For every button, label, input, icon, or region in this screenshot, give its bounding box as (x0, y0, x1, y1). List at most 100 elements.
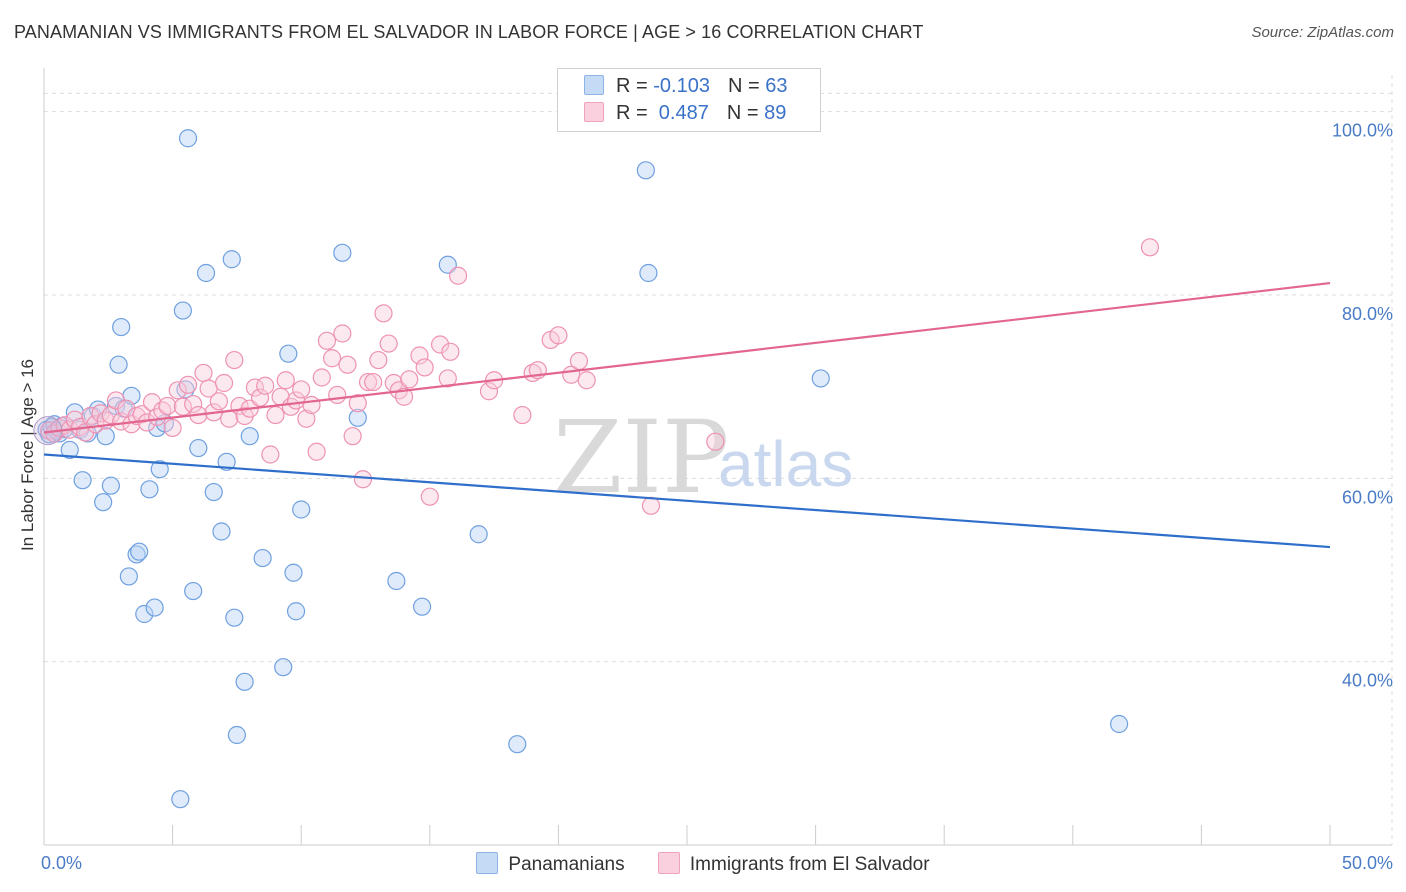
trend-line-el-salvador (43, 281, 1331, 434)
data-point (189, 438, 208, 458)
data-point (184, 394, 203, 414)
data-point (469, 525, 488, 544)
r-value: 0.487 (653, 102, 709, 124)
n-value: 63 (765, 75, 788, 97)
data-point (549, 326, 568, 345)
data-point (569, 351, 589, 371)
series-legend: Panamanians Immigrants from El Salvador (0, 852, 1406, 876)
data-point (374, 304, 393, 323)
axes (43, 68, 1392, 846)
trend-lines (43, 281, 1331, 549)
data-point (168, 381, 187, 400)
data-point (358, 372, 378, 392)
data-point (400, 370, 419, 389)
data-point (209, 392, 228, 411)
data-point (109, 355, 128, 374)
data-point (448, 266, 468, 285)
data-point (145, 598, 164, 617)
legend-swatch-el-salvador (657, 852, 680, 874)
n-label: N = (727, 75, 766, 97)
data-point (508, 735, 527, 754)
data-point (135, 604, 154, 624)
data-point (112, 317, 131, 337)
r-value: -0.103 (653, 75, 710, 97)
data-point (204, 482, 223, 502)
data-point (348, 394, 367, 413)
data-point (317, 331, 337, 350)
data-point (274, 658, 293, 677)
data-point (639, 263, 658, 283)
r-label: R = (616, 102, 654, 124)
data-point (60, 440, 79, 460)
stats-legend-row-el-salvador: R = 0.487 N = 89 (584, 102, 786, 125)
data-point (240, 427, 259, 446)
legend-swatch-panamanians (476, 852, 499, 874)
data-point (338, 355, 357, 374)
data-point (438, 369, 457, 388)
grid-lines (44, 75, 1393, 845)
data-point (343, 427, 362, 446)
data-point (178, 375, 198, 394)
data-point (214, 373, 234, 393)
data-point (225, 350, 244, 370)
data-point (513, 405, 532, 425)
data-point (420, 487, 439, 506)
y-tick-label: 80.0% (1342, 304, 1393, 324)
r-label: R = (616, 75, 654, 97)
data-point (410, 346, 429, 365)
data-point (235, 672, 254, 691)
tick-labels: 40.0% 60.0% 80.0% 100.0% 0.0% 50.0% (41, 121, 1393, 873)
source-credit: Source: ZipAtlas.com (1251, 24, 1394, 41)
data-point (333, 243, 352, 262)
data-point (96, 427, 115, 446)
data-point (284, 563, 303, 582)
data-point (158, 396, 177, 416)
data-point (430, 335, 450, 354)
data-point (706, 432, 725, 451)
data-point (292, 500, 311, 519)
data-point (1140, 238, 1160, 257)
data-point (279, 344, 298, 363)
data-point (292, 380, 311, 399)
data-point (577, 371, 596, 390)
legend-item-panamanians: Panamanians (476, 852, 625, 876)
data-point (184, 581, 203, 601)
data-point (119, 567, 138, 586)
data-point (173, 301, 192, 320)
data-point (286, 602, 306, 621)
n-label: N = (726, 102, 765, 124)
data-point (101, 476, 120, 495)
legend-swatch-panamanians (584, 75, 604, 95)
data-point (297, 409, 316, 428)
data-point (194, 363, 213, 383)
data-point (86, 415, 105, 434)
data-point (212, 522, 231, 541)
data-point (261, 445, 280, 464)
data-point (253, 548, 272, 568)
data-point (276, 371, 295, 390)
y-tick-label: 40.0% (1342, 671, 1393, 691)
data-point (302, 395, 321, 415)
data-point (394, 387, 414, 406)
data-point (150, 460, 169, 479)
data-point (217, 452, 236, 471)
data-point (225, 608, 244, 627)
data-point (94, 493, 113, 512)
data-point (379, 334, 398, 353)
data-point (328, 385, 347, 405)
data-point (353, 470, 373, 489)
watermark: ZIP atlas (553, 399, 853, 516)
data-point (322, 349, 342, 368)
legend-swatch-el-salvador (584, 102, 604, 122)
data-point (227, 725, 246, 745)
trend-line-panamanians (43, 453, 1331, 549)
y-tick-label: 100.0% (1332, 121, 1393, 141)
data-point (307, 442, 326, 461)
data-point (163, 418, 182, 438)
data-point (171, 790, 190, 809)
data-point (73, 471, 92, 490)
chart-title: PANAMANIAN VS IMMIGRANTS FROM EL SALVADO… (14, 22, 924, 42)
legend-item-el-salvador: Immigrants from El Salvador (657, 852, 930, 876)
data-point (348, 408, 367, 427)
